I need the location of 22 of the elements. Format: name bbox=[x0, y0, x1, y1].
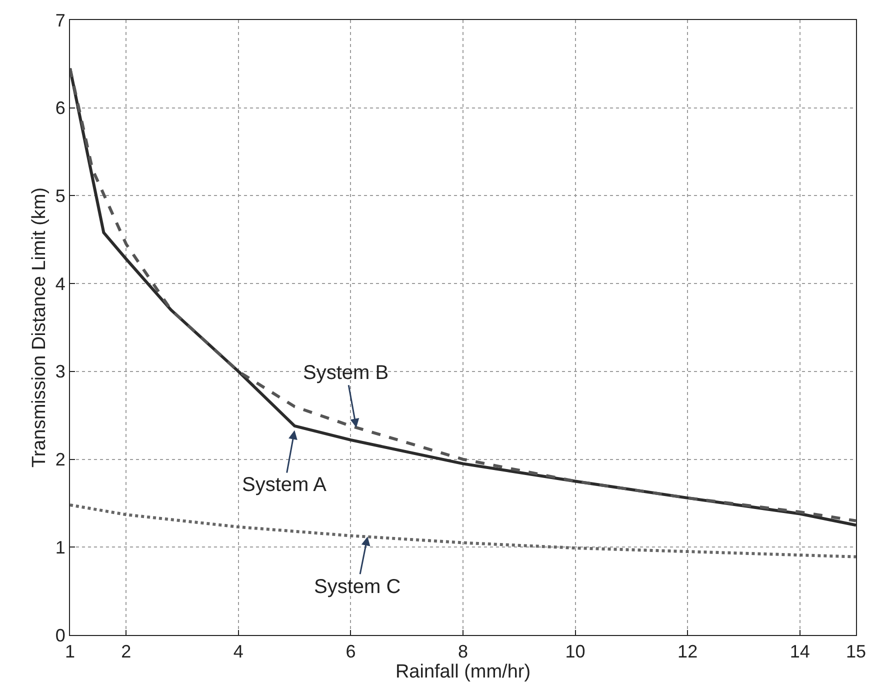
x-axis-title: Rainfall (mm/hr) bbox=[395, 662, 531, 683]
annotation: System A bbox=[242, 474, 328, 496]
x-tick-label: 2 bbox=[121, 642, 132, 662]
x-tick-label: 15 bbox=[846, 642, 866, 662]
line-series bbox=[70, 503, 856, 558]
y-tick-label: 2 bbox=[55, 450, 66, 470]
y-tick-label: 6 bbox=[55, 98, 66, 118]
y-tick-label: 0 bbox=[55, 625, 66, 646]
y-tick-label: 7 bbox=[55, 10, 66, 30]
x-tick-label: 12 bbox=[678, 642, 698, 662]
y-tick-label: 5 bbox=[55, 186, 66, 206]
x-tick-label: 4 bbox=[233, 642, 244, 662]
y-axis-title: Transmission Distance Limit (km) bbox=[29, 187, 50, 468]
y-tick-label: 1 bbox=[55, 537, 66, 558]
annotation: System C bbox=[314, 576, 401, 598]
y-tick-label: 3 bbox=[55, 362, 66, 382]
x-tick-label: 10 bbox=[565, 642, 586, 662]
annotation: System B bbox=[303, 362, 389, 384]
y-tick-label: 4 bbox=[55, 274, 66, 294]
x-tick-label: 8 bbox=[458, 642, 468, 662]
x-tick-label: 6 bbox=[346, 642, 356, 662]
x-tick-label: 14 bbox=[790, 642, 810, 662]
